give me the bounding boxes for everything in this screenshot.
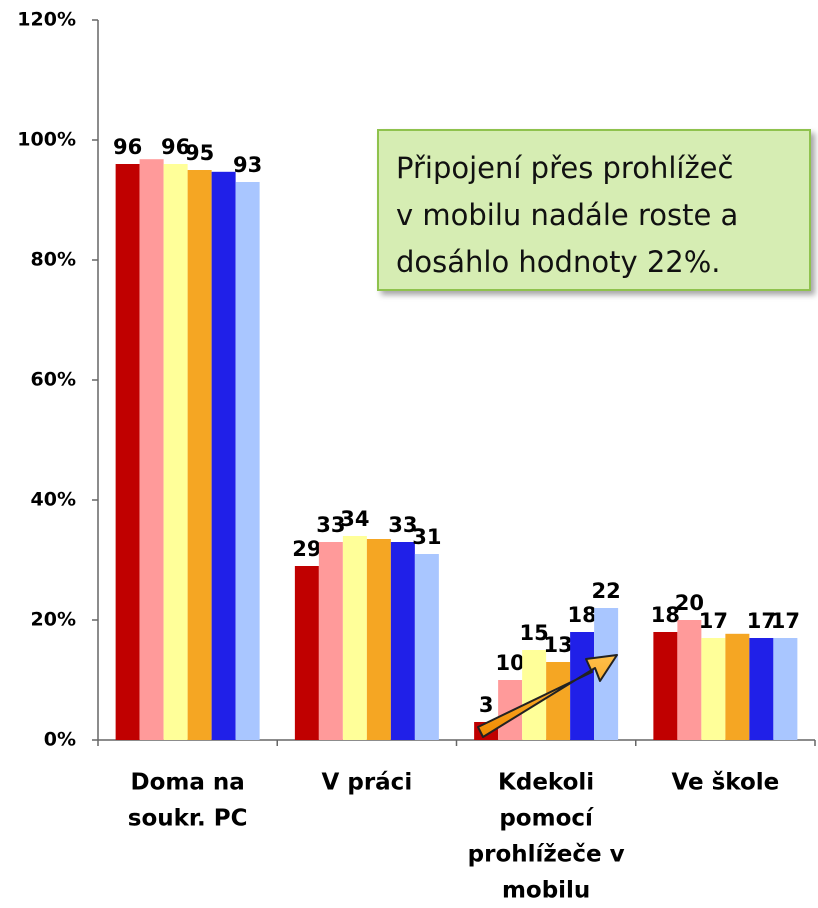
bar bbox=[546, 662, 571, 740]
value-label: 34 bbox=[340, 507, 369, 531]
bar bbox=[653, 632, 678, 740]
x-tick-label: soukr. PC bbox=[128, 806, 248, 832]
value-label: 96 bbox=[113, 135, 142, 159]
bar bbox=[773, 638, 798, 740]
annotation-text: v mobilu nadále roste a bbox=[396, 198, 738, 232]
value-label: 17 bbox=[747, 609, 776, 633]
y-tick-label: 80% bbox=[31, 249, 76, 271]
value-label: 33 bbox=[316, 513, 345, 537]
x-tick-label: mobilu bbox=[502, 878, 590, 904]
y-tick-label: 40% bbox=[31, 489, 76, 511]
bar bbox=[701, 638, 726, 740]
value-label: 15 bbox=[520, 621, 549, 645]
value-label: 18 bbox=[568, 603, 597, 627]
x-tick-label: pomocí bbox=[499, 806, 594, 832]
bar bbox=[725, 633, 750, 740]
value-label: 17 bbox=[699, 609, 728, 633]
value-label: 13 bbox=[544, 633, 573, 657]
x-tick-label: Ve škole bbox=[671, 770, 779, 796]
bar bbox=[187, 170, 212, 740]
y-tick-label: 100% bbox=[17, 129, 76, 151]
bar bbox=[390, 542, 415, 740]
bar bbox=[570, 632, 595, 740]
bar bbox=[235, 182, 260, 740]
bar bbox=[139, 159, 164, 740]
y-tick-label: 20% bbox=[31, 609, 76, 631]
bar bbox=[318, 542, 343, 740]
bar bbox=[211, 171, 236, 741]
value-label: 10 bbox=[496, 651, 525, 675]
value-label: 95 bbox=[185, 141, 214, 165]
y-tick-label: 60% bbox=[31, 369, 76, 391]
bar bbox=[342, 536, 367, 740]
bar bbox=[115, 164, 140, 740]
bar bbox=[294, 566, 319, 740]
value-label: 20 bbox=[675, 591, 704, 615]
bar bbox=[749, 638, 774, 740]
bar bbox=[677, 620, 702, 740]
value-label: 3 bbox=[479, 693, 494, 717]
trend-arrow bbox=[477, 654, 618, 738]
x-tick-label: Kdekoli bbox=[498, 770, 594, 796]
bar bbox=[163, 164, 188, 740]
y-tick-label: 0% bbox=[44, 729, 76, 751]
value-label: 33 bbox=[388, 513, 417, 537]
bar bbox=[366, 539, 391, 740]
value-label: 96 bbox=[161, 135, 190, 159]
value-label: 31 bbox=[412, 525, 441, 549]
annotation-text: Připojení přes prohlížeč bbox=[396, 151, 733, 185]
x-tick-label: prohlížeče v bbox=[468, 842, 625, 868]
x-tick-label: V práci bbox=[322, 770, 413, 796]
value-label: 29 bbox=[292, 537, 321, 561]
y-tick-label: 120% bbox=[17, 9, 76, 31]
bar bbox=[414, 554, 439, 740]
value-label: 93 bbox=[233, 153, 262, 177]
annotation-text: dosáhlo hodnoty 22%. bbox=[396, 245, 721, 279]
annotation-box bbox=[377, 129, 811, 291]
x-tick-label: Doma na bbox=[130, 770, 244, 796]
value-label: 17 bbox=[771, 609, 800, 633]
value-label: 22 bbox=[592, 579, 621, 603]
value-label: 18 bbox=[651, 603, 680, 627]
